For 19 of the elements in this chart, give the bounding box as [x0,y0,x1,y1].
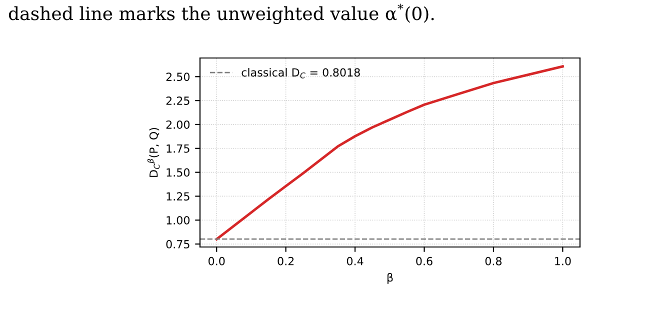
y-tick-label: 2.50 [166,72,190,82]
legend-label: classical D$_{C}$ = 0.8018 [242,68,360,78]
y-tick-label: 2.25 [166,96,190,105]
x-axis-title: β [387,273,393,284]
y-axis-title: D$_{C}$$^{β}$(P, Q) [147,128,160,177]
x-tick-label: 0.4 [346,256,364,266]
text: dashed line marks the unweighted value α$^{*}$(0). [8,4,434,24]
x-tick-label: 0.6 [416,256,432,266]
x-tick-label: 0.8 [485,256,502,266]
y-tick-label: 1.25 [166,192,190,201]
y-tick-label: 1.75 [166,144,190,153]
line-series [215,65,564,241]
y-tick-label: 0.75 [166,240,190,248]
x-tick-label: 0.2 [278,256,294,266]
y-tick-label: 2.00 [166,120,190,129]
x-tick-label: 0.0 [208,256,225,266]
y-tick-label: 1.00 [166,216,190,224]
y-tick-label: 1.50 [166,168,190,177]
x-tick-label: 1.0 [555,256,571,266]
